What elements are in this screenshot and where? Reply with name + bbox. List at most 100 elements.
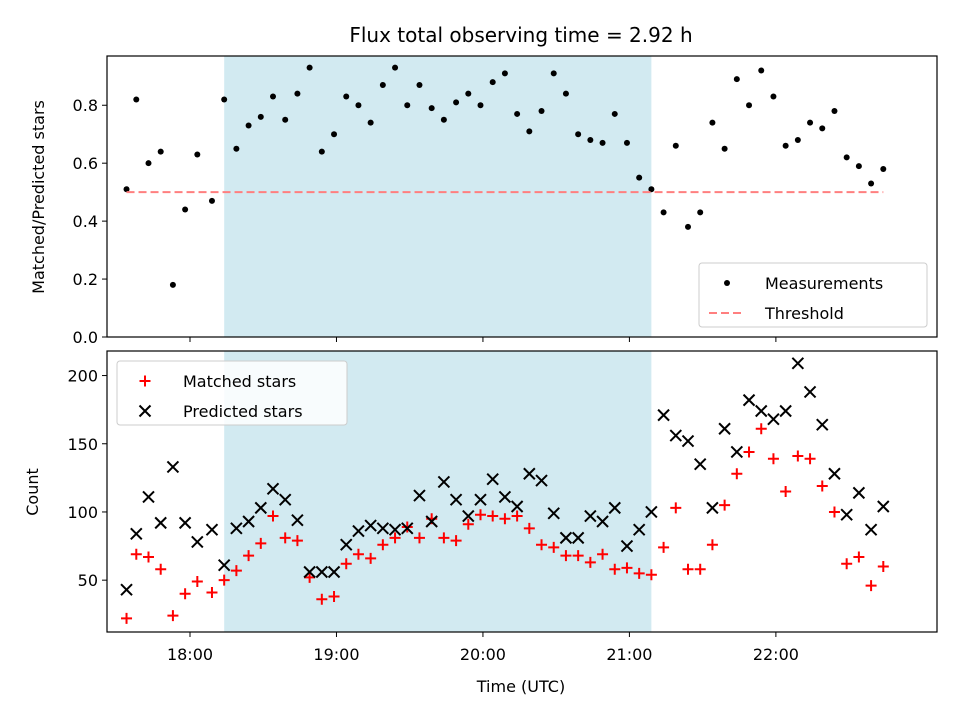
- y-tick-label: 0.6: [73, 154, 98, 173]
- predicted-point: [779, 404, 792, 418]
- matched-point: [155, 563, 167, 575]
- predicted-point: [791, 357, 805, 370]
- predicted-point: [535, 474, 548, 487]
- matched-point: [487, 510, 499, 522]
- measurement-point: [404, 102, 411, 109]
- matched-point: [365, 552, 377, 564]
- ratio-panel: 0.0 0.2 0.4 0.6 0.8 Measurements Threshold: [73, 55, 938, 347]
- matched-point: [828, 506, 840, 518]
- predicted-point: [327, 565, 341, 579]
- matched-point: [291, 535, 303, 547]
- measurement-point: [697, 209, 704, 216]
- measurement-point: [623, 139, 630, 146]
- predicted-point: [730, 445, 744, 459]
- predicted-point: [205, 523, 219, 536]
- measurement-point: [477, 102, 484, 109]
- predicted-point: [877, 500, 890, 513]
- x-tick-label: 22:00: [753, 645, 799, 664]
- measurement-point: [233, 145, 240, 152]
- measurement-point: [575, 131, 582, 138]
- predicted-point: [120, 583, 133, 596]
- matched-point: [731, 468, 743, 480]
- matched-point: [462, 518, 474, 530]
- measurement-point: [465, 90, 472, 97]
- matched-point: [206, 586, 218, 598]
- measurement-point: [355, 102, 362, 109]
- predicted-point: [278, 493, 292, 506]
- matched-point: [804, 453, 816, 465]
- measurement-point: [343, 93, 350, 100]
- measurement-point: [831, 108, 838, 115]
- matched-point: [877, 561, 889, 573]
- predicted-point: [401, 522, 414, 535]
- matched-point: [377, 539, 389, 551]
- matched-point: [450, 535, 462, 547]
- measurement-point: [123, 186, 130, 193]
- predicted-point: [449, 493, 463, 506]
- measurement-point: [636, 174, 643, 181]
- measurement-point: [782, 142, 789, 149]
- predicted-point: [376, 522, 390, 535]
- measurement-point: [169, 281, 176, 288]
- predicted-point: [474, 493, 487, 506]
- matched-point: [340, 558, 352, 570]
- predicted-point: [486, 473, 499, 486]
- measurement-point: [599, 139, 606, 146]
- legend-matched-marker: [139, 375, 151, 387]
- measurement-point: [855, 163, 862, 170]
- legend-label: Predicted stars: [183, 402, 303, 421]
- predicted-point: [230, 522, 243, 535]
- matched-point: [523, 522, 535, 534]
- predicted-point: [742, 393, 756, 407]
- matched-point: [767, 453, 779, 465]
- legend-measurement-marker: [724, 280, 730, 286]
- predicted-point: [154, 516, 167, 530]
- measurement-point: [367, 119, 374, 126]
- measurement-point: [843, 154, 850, 161]
- predicted-point: [706, 501, 719, 515]
- predicted-point: [596, 515, 609, 528]
- predicted-point: [437, 475, 451, 489]
- measurement-point: [709, 119, 716, 126]
- legend: Measurements Threshold: [698, 262, 928, 328]
- y-tick-label: 50: [78, 571, 98, 590]
- count-panel: 50 100 150 200 18:00 19:00 20:00 21:00 22:00 Matc…: [67, 350, 938, 664]
- measurement-point: [648, 186, 655, 193]
- matched-point: [597, 548, 609, 560]
- legend-label: Matched stars: [183, 372, 296, 391]
- highlight-band: [224, 56, 652, 337]
- legend-predicted-marker: [138, 404, 152, 418]
- predicted-point: [340, 538, 353, 551]
- predicted-point: [620, 539, 634, 553]
- x-tick-label: 18:00: [167, 645, 213, 664]
- legend-label: Threshold: [764, 304, 844, 323]
- y-tick-label: 100: [67, 503, 98, 522]
- matched-point: [438, 532, 450, 544]
- predicted-point: [315, 565, 329, 579]
- matched-point: [682, 563, 694, 575]
- predicted-point: [242, 515, 255, 528]
- matched-point: [352, 548, 364, 560]
- x-axis-label: Time (UTC): [476, 677, 565, 696]
- predicted-point: [767, 412, 780, 426]
- y-tick-label: 150: [67, 435, 98, 454]
- predicted-point: [816, 418, 829, 431]
- matched-point: [536, 539, 548, 551]
- matched-point: [658, 541, 670, 553]
- measurement-point: [758, 67, 765, 74]
- matched-point: [548, 541, 560, 553]
- matched-point: [694, 563, 706, 575]
- measurement-point: [489, 79, 496, 86]
- predicted-point: [681, 434, 695, 448]
- measurement-point: [868, 180, 875, 187]
- predicted-point: [364, 519, 377, 532]
- matched-point: [584, 556, 596, 568]
- predicted-point: [755, 404, 768, 418]
- predicted-point: [852, 486, 866, 500]
- measurement-point: [257, 113, 264, 120]
- predicted-point: [803, 385, 817, 399]
- matched-point: [865, 580, 877, 592]
- predicted-point: [266, 482, 280, 495]
- predicted-point: [166, 460, 180, 474]
